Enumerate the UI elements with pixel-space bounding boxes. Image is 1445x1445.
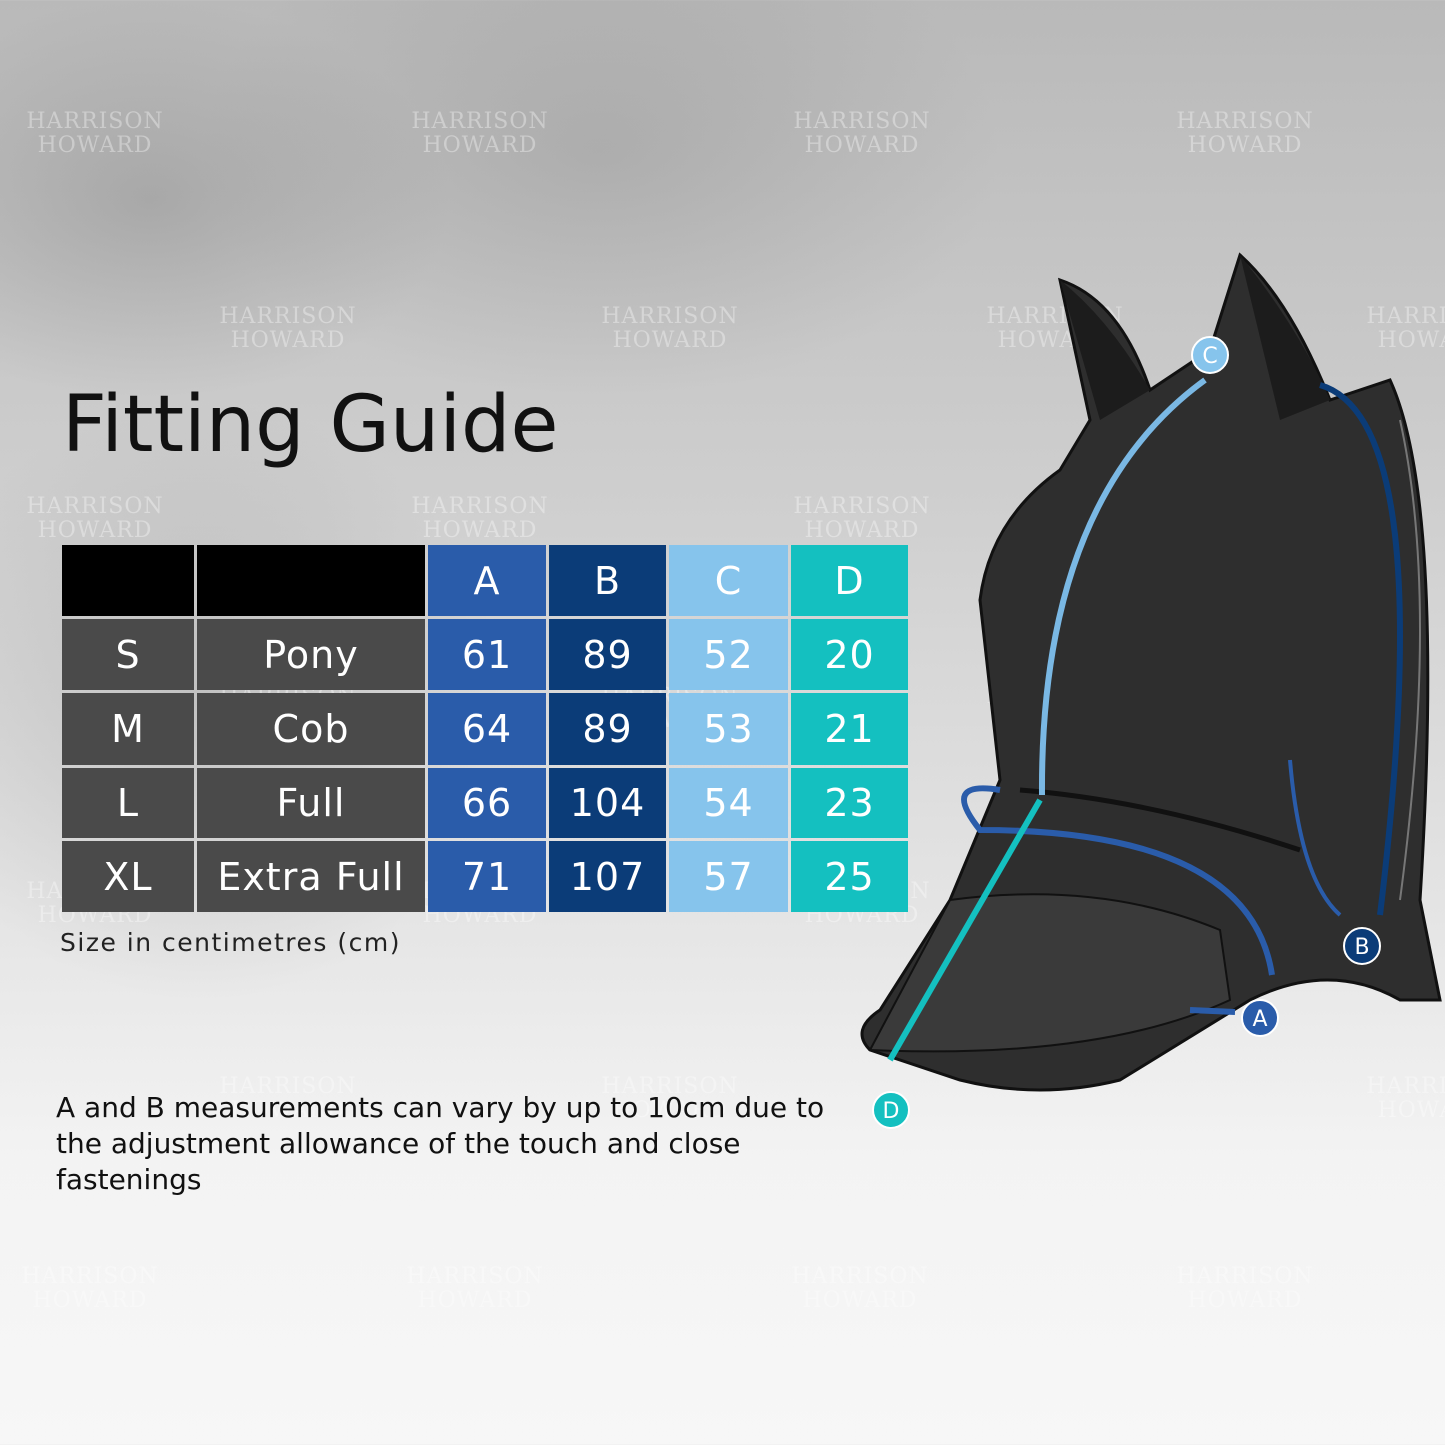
size-cell: M [62, 693, 194, 765]
column-header: D [791, 545, 908, 616]
size-cell: L [62, 768, 194, 838]
value-cell: 104 [549, 768, 666, 838]
value-cell: 61 [428, 619, 546, 690]
marker-c: C [1191, 336, 1229, 374]
unit-note: Size in centimetres (cm) [60, 928, 401, 957]
value-cell: 64 [428, 693, 546, 765]
value-cell: 21 [791, 693, 908, 765]
type-cell: Full [197, 768, 425, 838]
value-cell: 71 [428, 841, 546, 912]
column-header [197, 545, 425, 616]
column-header [62, 545, 194, 616]
value-cell: 53 [669, 693, 788, 765]
type-cell: Cob [197, 693, 425, 765]
value-cell: 52 [669, 619, 788, 690]
column-header: C [669, 545, 788, 616]
value-cell: 89 [549, 619, 666, 690]
horse-head [860, 252, 1442, 1092]
marker-d: D [872, 1091, 910, 1129]
value-cell: 54 [669, 768, 788, 838]
value-cell: 23 [791, 768, 908, 838]
column-header: B [549, 545, 666, 616]
value-cell: 66 [428, 768, 546, 838]
svg-text:D: D [883, 1099, 900, 1124]
value-cell: 57 [669, 841, 788, 912]
disclaimer: A and B measurements can vary by up to 1… [56, 1091, 825, 1196]
value-cell: 20 [791, 619, 908, 690]
page-title: Fitting Guide [62, 380, 559, 470]
svg-text:C: C [1202, 344, 1217, 369]
marker-b: B [1343, 927, 1381, 965]
size-cell: XL [62, 841, 194, 912]
column-header: A [428, 545, 546, 616]
type-cell: Pony [197, 619, 425, 690]
measurement-arrows [887, 377, 1403, 1062]
value-cell: 89 [549, 693, 666, 765]
size-cell: S [62, 619, 194, 690]
svg-text:B: B [1354, 935, 1369, 960]
marker-a: A [1241, 999, 1279, 1037]
svg-text:A: A [1252, 1007, 1267, 1032]
value-cell: 107 [549, 841, 666, 912]
type-cell: Extra Full [197, 841, 425, 912]
value-cell: 25 [791, 841, 908, 912]
